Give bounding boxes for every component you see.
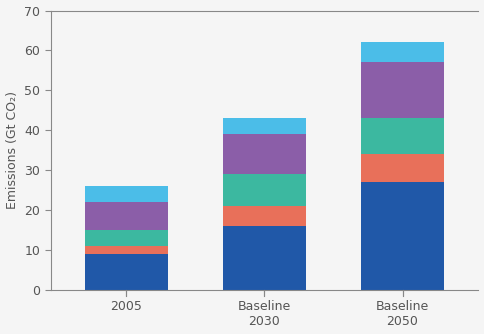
Bar bbox=[85, 230, 168, 246]
Y-axis label: Emissions (Gt CO₂): Emissions (Gt CO₂) bbox=[5, 91, 18, 209]
Bar bbox=[361, 42, 444, 62]
Bar bbox=[223, 174, 306, 206]
Bar bbox=[85, 186, 168, 202]
Bar bbox=[223, 118, 306, 134]
Bar bbox=[361, 118, 444, 154]
Bar bbox=[223, 206, 306, 226]
Bar bbox=[223, 134, 306, 174]
Bar bbox=[223, 226, 306, 290]
Bar bbox=[85, 202, 168, 230]
Bar bbox=[361, 154, 444, 182]
Bar bbox=[361, 182, 444, 290]
Bar bbox=[85, 246, 168, 254]
Bar bbox=[361, 62, 444, 118]
Bar bbox=[85, 254, 168, 290]
